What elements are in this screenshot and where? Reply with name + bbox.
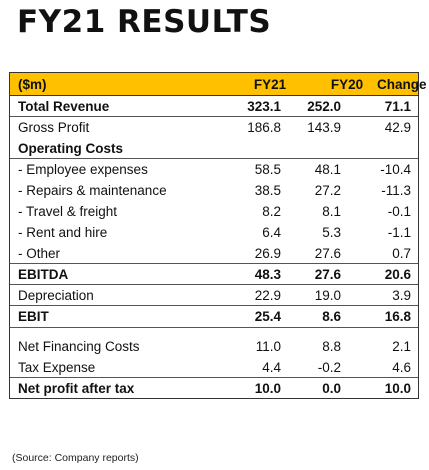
cell-change: -1.1 bbox=[387, 225, 411, 240]
row-label: - Repairs & maintenance bbox=[18, 183, 167, 198]
cell-fy21: 186.8 bbox=[247, 120, 281, 135]
header-unit: ($m) bbox=[18, 76, 47, 92]
cell-change: 10.0 bbox=[384, 380, 411, 396]
cell-fy20: 8.8 bbox=[322, 339, 341, 354]
cell-change: 42.9 bbox=[384, 120, 411, 135]
source-note: (Source: Company reports) bbox=[12, 452, 139, 464]
row-employee-expenses: - Employee expenses 58.5 48.1 -10.4 bbox=[10, 159, 418, 180]
table-spacer bbox=[10, 327, 418, 336]
cell-fy20: 143.9 bbox=[307, 120, 341, 135]
cell-fy21: 10.0 bbox=[254, 380, 281, 396]
row-label: - Other bbox=[18, 245, 61, 261]
cell-fy20: 0.0 bbox=[322, 380, 341, 396]
cell-fy20: 252.0 bbox=[307, 98, 341, 114]
row-operating-costs: Operating Costs bbox=[10, 138, 418, 159]
cell-change: 20.6 bbox=[384, 266, 411, 282]
cell-change: 3.9 bbox=[392, 287, 411, 303]
row-label: - Travel & freight bbox=[18, 204, 118, 219]
cell-fy21: 26.9 bbox=[254, 245, 281, 261]
row-travel-freight: - Travel & freight 8.2 8.1 -0.1 bbox=[10, 201, 418, 222]
cell-fy21: 323.1 bbox=[247, 98, 281, 114]
cell-fy20: 19.0 bbox=[314, 287, 341, 303]
page-title: FY21 RESULTS bbox=[17, 4, 272, 40]
table-header: ($m) FY21 FY20 Change bbox=[10, 73, 427, 96]
row-label: Gross Profit bbox=[18, 120, 90, 135]
cell-change: 71.1 bbox=[384, 98, 411, 114]
row-label: EBITDA bbox=[18, 266, 69, 282]
cell-fy21: 4.4 bbox=[262, 359, 281, 375]
cell-fy20: 8.1 bbox=[322, 204, 341, 219]
cell-change: 4.6 bbox=[392, 359, 411, 375]
row-label: Net profit after tax bbox=[18, 380, 135, 396]
row-label: Depreciation bbox=[18, 287, 94, 303]
cell-change: 16.8 bbox=[384, 309, 411, 324]
cell-fy21: 11.0 bbox=[255, 339, 281, 354]
cell-change: 0.7 bbox=[392, 245, 411, 261]
row-rent-hire: - Rent and hire 6.4 5.3 -1.1 bbox=[10, 222, 418, 243]
row-depreciation: Depreciation 22.9 19.0 3.9 bbox=[10, 285, 418, 306]
row-label: - Employee expenses bbox=[18, 162, 148, 177]
cell-fy21: 22.9 bbox=[254, 287, 281, 303]
row-label: - Rent and hire bbox=[18, 225, 108, 240]
cell-fy21: 8.2 bbox=[262, 204, 281, 219]
cell-fy20: 8.6 bbox=[322, 309, 341, 324]
row-gross-profit: Gross Profit 186.8 143.9 42.9 bbox=[10, 117, 418, 138]
cell-fy20: 27.6 bbox=[314, 245, 341, 261]
cell-fy21: 38.5 bbox=[254, 183, 281, 198]
cell-fy20: 5.3 bbox=[322, 225, 341, 240]
row-net-profit-after-tax: Net profit after tax 10.0 0.0 10.0 bbox=[10, 378, 418, 399]
results-table: ($m) FY21 FY20 Change Total Revenue 323.… bbox=[9, 72, 427, 399]
cell-change: 2.1 bbox=[392, 339, 411, 354]
header-fy20: FY20 bbox=[330, 76, 364, 92]
cell-fy21: 6.4 bbox=[262, 225, 281, 240]
row-net-financing-costs: Net Financing Costs 11.0 8.8 2.1 bbox=[10, 336, 418, 357]
row-label: Tax Expense bbox=[18, 359, 96, 375]
cell-fy20: 27.6 bbox=[314, 266, 341, 282]
cell-fy20: 48.1 bbox=[314, 162, 341, 177]
cell-fy20: -0.2 bbox=[317, 359, 341, 375]
row-ebit: EBIT 25.4 8.6 16.8 bbox=[10, 306, 418, 327]
row-total-revenue: Total Revenue 323.1 252.0 71.1 bbox=[10, 96, 418, 117]
row-label: Net Financing Costs bbox=[18, 339, 140, 354]
cell-fy20: 27.2 bbox=[314, 183, 341, 198]
row-label: EBIT bbox=[18, 309, 49, 324]
cell-fy21: 58.5 bbox=[254, 162, 281, 177]
row-repairs-maintenance: - Repairs & maintenance 38.5 27.2 -11.3 bbox=[10, 180, 418, 201]
cell-fy21: 25.4 bbox=[254, 309, 281, 324]
cell-change: -0.1 bbox=[387, 204, 411, 219]
row-tax-expense: Tax Expense 4.4 -0.2 4.6 bbox=[10, 357, 418, 378]
row-label: Total Revenue bbox=[18, 98, 110, 114]
cell-change: -11.3 bbox=[381, 183, 411, 198]
row-ebitda: EBITDA 48.3 27.6 20.6 bbox=[10, 264, 418, 285]
row-label: Operating Costs bbox=[18, 140, 124, 156]
cell-fy21: 48.3 bbox=[254, 266, 281, 282]
header-fy21: FY21 bbox=[253, 76, 287, 92]
cell-change: -10.4 bbox=[380, 162, 411, 177]
header-change: Change bbox=[377, 76, 427, 92]
row-other: - Other 26.9 27.6 0.7 bbox=[10, 243, 418, 264]
